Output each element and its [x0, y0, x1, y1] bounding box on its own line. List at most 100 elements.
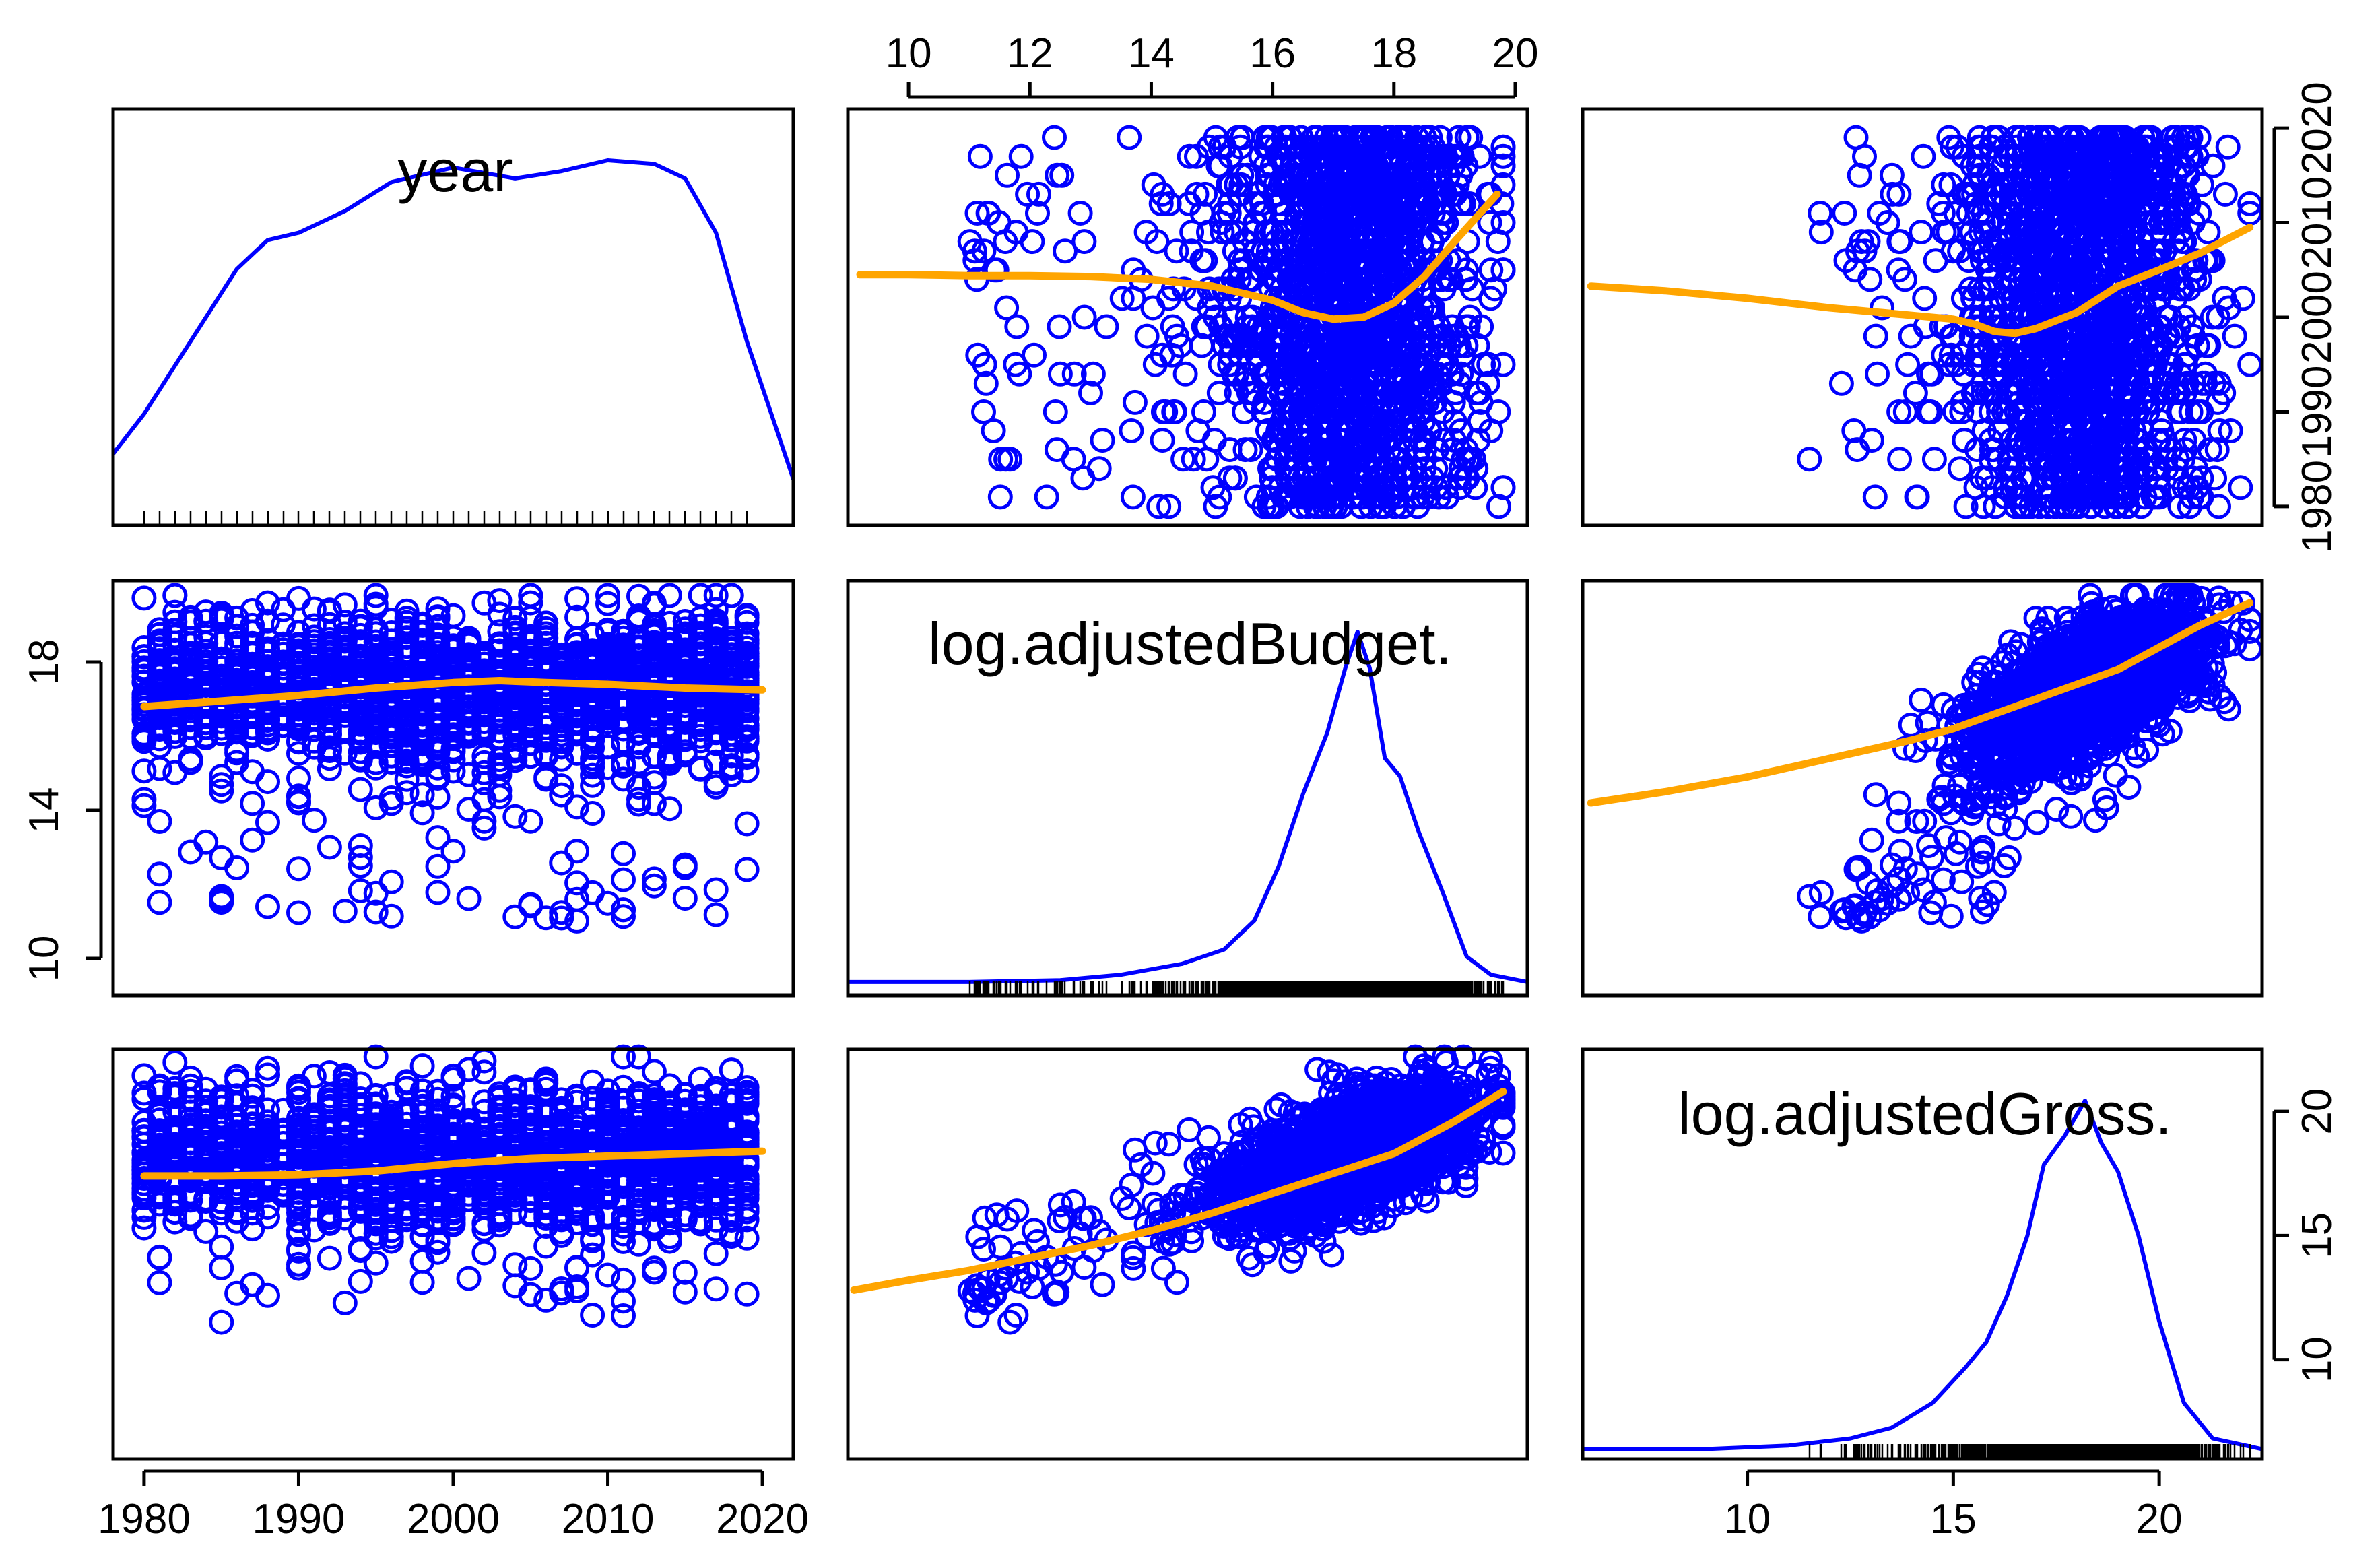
- data-point: [1144, 229, 1170, 255]
- data-point: [1485, 229, 1511, 255]
- data-point: [1003, 352, 1028, 377]
- data-point: [1887, 447, 1913, 472]
- data-point: [178, 839, 203, 865]
- data-point: [1865, 361, 1890, 387]
- data-point: [1208, 314, 1233, 339]
- data-point: [317, 835, 342, 860]
- data-point: [1034, 484, 1059, 510]
- scatter-panel-1-0: [131, 583, 760, 934]
- data-point: [1185, 418, 1211, 443]
- data-point: [1895, 352, 1921, 377]
- data-point: [1863, 323, 1888, 349]
- data-point: [719, 583, 744, 608]
- data-point: [1947, 456, 1973, 482]
- scatter-panel-0-1: [957, 125, 1516, 519]
- data-point: [224, 855, 250, 880]
- data-point: [1071, 229, 1097, 255]
- data-point: [1490, 143, 1516, 169]
- data-point: [995, 162, 1020, 188]
- data-point: [734, 811, 760, 837]
- data-point: [147, 861, 172, 887]
- data-point: [286, 856, 311, 882]
- data-point: [1109, 286, 1135, 311]
- data-point: [2228, 475, 2253, 500]
- data-point: [1828, 370, 1854, 396]
- data-point: [1042, 125, 1067, 150]
- data-point: [967, 143, 993, 169]
- data-point: [1797, 447, 1822, 472]
- data-point: [240, 827, 265, 853]
- data-point: [1120, 484, 1146, 510]
- data-point: [1061, 447, 1086, 472]
- data-point: [1004, 314, 1030, 339]
- data-point: [1490, 352, 1516, 377]
- data-point: [1090, 428, 1115, 453]
- data-point: [611, 841, 636, 866]
- data-point: [1486, 399, 1511, 424]
- data-point: [1162, 399, 1187, 424]
- data-point: [425, 880, 451, 905]
- data-point: [456, 797, 482, 822]
- data-point: [1119, 418, 1144, 443]
- data-point: [1080, 361, 1106, 387]
- data-point: [425, 853, 451, 879]
- data-point: [1184, 181, 1210, 207]
- data-point: [1490, 134, 1516, 160]
- data-point: [2212, 181, 2238, 207]
- data-point: [1134, 323, 1160, 349]
- data-point: [2222, 323, 2247, 349]
- data-point: [1219, 333, 1245, 358]
- data-point: [1179, 238, 1204, 264]
- data-point: [1094, 314, 1119, 339]
- data-point: [1071, 304, 1097, 330]
- data-point: [1008, 143, 1034, 169]
- data-point: [255, 810, 280, 835]
- data-point: [2237, 352, 2263, 377]
- data-point: [1117, 125, 1142, 150]
- data-point: [2206, 494, 2231, 519]
- data-point: [1170, 447, 1196, 472]
- data-point: [1020, 229, 1045, 255]
- data-point: [549, 850, 574, 876]
- data-point: [1911, 143, 1936, 169]
- data-point: [1043, 399, 1068, 424]
- data-point: [2215, 134, 2241, 160]
- data-point: [209, 845, 234, 870]
- data-point: [1832, 201, 1857, 226]
- data-point: [1015, 181, 1040, 207]
- data-point: [1047, 361, 1073, 387]
- data-point: [1921, 447, 1947, 472]
- data-point: [1150, 428, 1175, 453]
- data-point: [987, 484, 1013, 510]
- data-point: [1164, 238, 1189, 264]
- data-point: [672, 886, 698, 911]
- data-point: [993, 229, 1018, 255]
- data-point: [286, 900, 311, 925]
- data-point: [1053, 238, 1078, 264]
- data-point: [1122, 389, 1148, 415]
- data-point: [147, 890, 172, 915]
- data-point: [1912, 286, 1938, 311]
- data-point: [1193, 181, 1218, 207]
- data-point: [1148, 191, 1174, 216]
- data-point: [1067, 201, 1093, 226]
- data-point: [1862, 484, 1888, 510]
- data-point: [1181, 447, 1206, 472]
- data-point: [255, 894, 280, 919]
- data-point: [1909, 220, 1934, 245]
- data-point: [981, 418, 1006, 443]
- data-point: [973, 370, 999, 396]
- data-point: [1150, 181, 1175, 207]
- data-point: [1179, 220, 1205, 245]
- data-point: [971, 399, 996, 424]
- data-point: [1047, 314, 1072, 339]
- scatter-panel-0-2: [1797, 125, 2263, 519]
- data-point: [1078, 380, 1103, 405]
- data-point: [131, 585, 157, 611]
- data-point: [378, 869, 404, 894]
- data-point: [964, 267, 989, 292]
- data-point: [994, 295, 1020, 321]
- data-point: [363, 795, 389, 820]
- data-point: [1888, 229, 1913, 255]
